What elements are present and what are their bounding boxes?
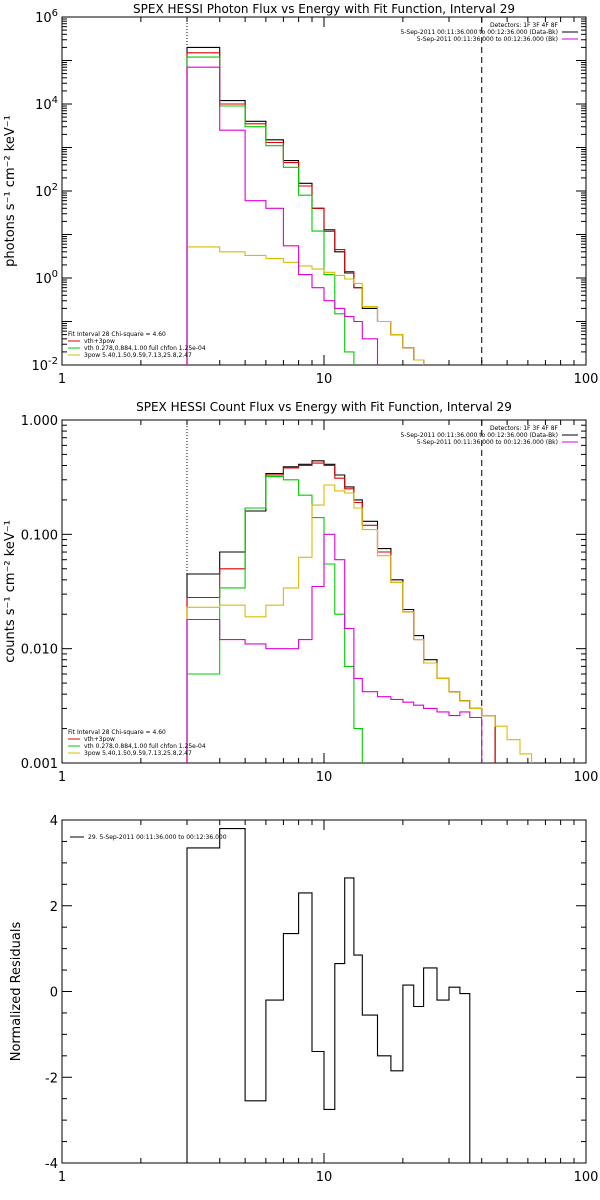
y-axis-label: counts s⁻¹ cm⁻² keV⁻¹ (3, 520, 18, 663)
y-tick-base: 2 (50, 900, 58, 915)
series-background (186, 66, 379, 365)
y-tick-label: 106 (35, 8, 58, 26)
legend-entry: 3pow 5.40,1.50,9.59,7.13,25.8,2.47 (84, 352, 192, 359)
legend-entry: 29. 5-Sep-2011 00:11:36.000 to 00:12:36.… (88, 834, 227, 841)
series-vth+3pow (186, 52, 425, 365)
y-tick-exponent: 2 (52, 182, 58, 193)
series-group (186, 46, 425, 365)
x-tick-label: 1 (58, 770, 66, 785)
y-tick-label: 4 (50, 814, 58, 829)
legend-entry: 5-Sep-2011 00:11:36.000 to 00:12:36.000 … (400, 29, 558, 36)
x-tick-label: 10 (316, 770, 333, 785)
panel-2: SPEX HESSI Count Flux vs Energy with Fit… (3, 400, 598, 785)
y-tick-base: -2 (45, 1071, 58, 1086)
panel-3: 1 10 100 -4 -2 0 2 4 Normalized Residuals 29. 5-S… (9, 814, 598, 1185)
y-tick-base: 0.100 (21, 528, 58, 543)
y-tick-base: 1.000 (21, 414, 58, 429)
legend-entry: 5-Sep-2011 00:11:36.000 to 00:12:36.000 … (400, 432, 558, 439)
y-tick-base: 0.010 (21, 643, 58, 658)
y-tick-label: 104 (35, 95, 58, 113)
chart-title: SPEX HESSI Count Flux vs Energy with Fit… (136, 400, 512, 414)
y-axis-label: Normalized Residuals (9, 922, 24, 1062)
y-tick-base: 4 (50, 814, 58, 829)
y-tick-label: 0 (50, 986, 58, 1001)
series-vth (186, 56, 355, 365)
series-group (186, 828, 471, 1163)
chart-title: SPEX HESSI Photon Flux vs Energy with Fi… (133, 2, 515, 16)
plot-frame (61, 419, 587, 764)
series-3pow (186, 484, 533, 763)
x-tick-label: 100 (574, 1170, 599, 1185)
series-data_minus_bk (186, 460, 496, 763)
y-tick-label: 100 (35, 269, 58, 287)
y-tick-base: 10 (31, 359, 48, 374)
legend-entry: vth 0.278,0.884,1.00 full chfon 1.25e-04 (84, 743, 206, 750)
y-tick-exponent: -2 (48, 356, 58, 367)
y-tick-base: 10 (35, 11, 52, 26)
y-tick-base: 10 (35, 272, 52, 287)
legend-entry: 5-Sep-2011 00:11:36.000 to 00:12:36.000 … (417, 439, 558, 446)
series-data_minus_bk (186, 46, 425, 365)
series-3pow (186, 246, 425, 365)
y-tick-label: 102 (35, 182, 58, 200)
x-tick-label: 1 (58, 1170, 66, 1185)
x-tick-label: 10 (316, 1170, 333, 1185)
series-vth (186, 476, 363, 763)
x-tick-label: 1 (58, 372, 66, 387)
y-tick-label: -2 (45, 1071, 58, 1086)
legend-entry: Detectors: 1F 3F 4F 8F (490, 425, 559, 432)
y-tick-exponent: 0 (52, 269, 58, 280)
legend-entry: 5-Sep-2011 00:11:36.000 to 00:12:36.000 … (417, 36, 558, 43)
legend-entry: vth 0.278,0.884,1.00 full chfon 1.25e-04 (84, 345, 206, 352)
y-tick-exponent: 4 (52, 95, 58, 106)
legend-entry: Detectors: 1F 3F 4F 8F (490, 22, 559, 29)
series-residuals (186, 828, 471, 1163)
x-tick-label: 100 (574, 770, 599, 785)
y-tick-label: 0.010 (21, 643, 58, 658)
x-tick-label: 100 (574, 372, 599, 387)
plot-frame (61, 819, 587, 1164)
y-tick-base: -4 (45, 1157, 58, 1172)
plot-frame (61, 16, 587, 366)
legend-entry: Fit Interval 28 Chi-square = 4.60 (68, 331, 166, 338)
series-background (186, 533, 483, 763)
legend-entry: vth+3pow (84, 736, 115, 743)
series-group (186, 460, 533, 763)
y-tick-label: 1.000 (21, 414, 58, 429)
y-tick-exponent: 6 (52, 8, 58, 19)
y-tick-base: 10 (35, 185, 52, 200)
y-tick-label: -4 (45, 1157, 58, 1172)
y-tick-label: 0.001 (21, 757, 58, 772)
y-tick-base: 10 (35, 98, 52, 113)
y-tick-label: 0.100 (21, 528, 58, 543)
y-axis-label: photons s⁻¹ cm⁻² keV⁻¹ (3, 115, 18, 267)
y-tick-base: 0.001 (21, 757, 58, 772)
y-tick-label: 2 (50, 900, 58, 915)
x-tick-label: 10 (316, 372, 333, 387)
y-tick-label: 10-2 (31, 356, 58, 374)
y-tick-base: 0 (50, 986, 58, 1001)
legend-entry: 3pow 5.40,1.50,9.59,7.13,25.8,2.47 (84, 750, 192, 757)
panel-1: SPEX HESSI Photon Flux vs Energy with Fi… (3, 2, 598, 387)
legend-entry: vth+3pow (84, 338, 115, 345)
legend-entry: Fit Interval 28 Chi-square = 4.60 (68, 729, 166, 736)
